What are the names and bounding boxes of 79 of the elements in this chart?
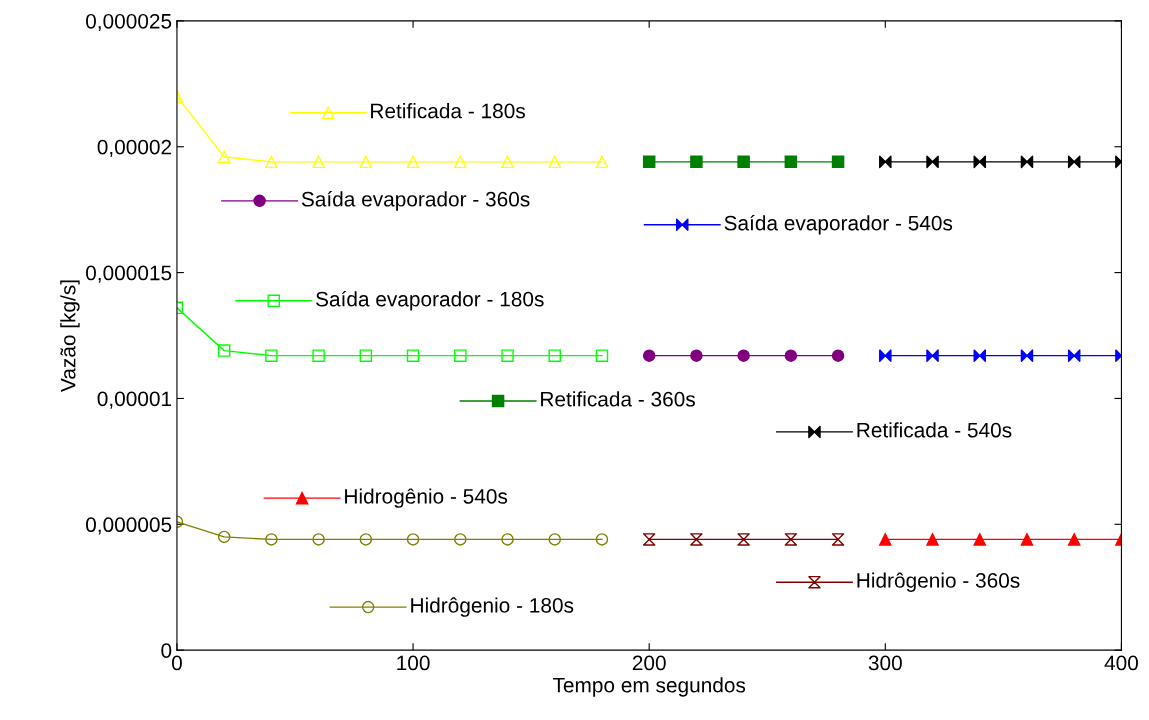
point <box>454 349 467 362</box>
point <box>1020 533 1034 546</box>
point <box>831 533 845 546</box>
point <box>1067 533 1081 546</box>
point <box>737 155 750 169</box>
point <box>265 533 278 546</box>
legend-label: Retificada - 540s <box>857 422 1012 438</box>
legend-label: Saída evaporador - 180s <box>316 290 544 311</box>
point <box>217 530 231 544</box>
point <box>454 533 467 546</box>
point <box>784 349 798 362</box>
point <box>642 349 656 362</box>
point <box>973 155 987 169</box>
y-tick-label: 0,00002 <box>97 139 172 157</box>
point <box>926 533 939 546</box>
legend-label: Hidrôgenio - 180s <box>411 597 574 617</box>
y-tick-label: 0,000015 <box>86 265 172 283</box>
x-tick-label: 400 <box>1104 655 1138 671</box>
point <box>359 533 373 546</box>
point <box>926 349 939 362</box>
point <box>831 155 845 169</box>
point <box>784 533 798 546</box>
point <box>312 533 325 546</box>
point <box>831 349 845 362</box>
x-axis-title: Tempo em segundos <box>552 677 746 697</box>
point <box>265 155 278 169</box>
point <box>737 533 750 546</box>
point <box>973 349 987 362</box>
point <box>642 533 656 546</box>
point <box>312 349 325 362</box>
point <box>879 155 892 169</box>
point <box>973 533 987 546</box>
y-tick-label: 0,00001 <box>97 391 172 409</box>
point <box>548 349 561 362</box>
point <box>359 349 373 362</box>
point <box>501 155 514 169</box>
point <box>595 533 609 546</box>
y-tick-label: 0,000025 <box>86 13 172 32</box>
x-tick-label: 100 <box>397 655 430 671</box>
point <box>879 533 892 546</box>
point <box>406 533 420 546</box>
point <box>690 533 703 546</box>
point <box>548 155 561 169</box>
point <box>501 533 514 546</box>
point <box>1020 349 1034 362</box>
legend-label: Retificada - 180s <box>371 103 525 119</box>
point <box>595 155 609 169</box>
point <box>501 349 514 362</box>
point <box>265 349 278 362</box>
x-tick-label: 0 <box>171 655 182 671</box>
point <box>1067 155 1081 169</box>
point <box>595 349 609 362</box>
x-tick-label: 200 <box>632 655 666 671</box>
point <box>784 155 798 169</box>
legend-label: Saída evaporador - 360s <box>301 191 530 211</box>
point <box>642 155 656 169</box>
y-axis-title: Vazão [kg/s] <box>60 280 80 392</box>
legend-label: Hidrogênio - 540s <box>345 488 508 508</box>
point <box>548 533 561 546</box>
point <box>737 349 750 362</box>
point <box>879 349 892 362</box>
point <box>406 349 420 362</box>
y-tick-label: 0 <box>161 643 172 658</box>
legend-label: Hidrôgenio - 360s <box>857 572 1020 592</box>
x-tick-label: 300 <box>868 655 902 671</box>
legend-label: Retificada - 360s <box>541 391 695 407</box>
y-tick-label: 0,000005 <box>86 517 172 535</box>
point <box>1067 349 1081 362</box>
point <box>690 155 703 169</box>
point <box>217 344 231 357</box>
point <box>690 349 703 362</box>
point <box>1020 155 1034 169</box>
point <box>454 155 467 169</box>
point <box>406 155 420 169</box>
point <box>359 155 373 169</box>
point <box>217 150 231 164</box>
point <box>926 155 939 169</box>
legend-label: Saída evaporador - 540s <box>724 214 953 235</box>
point <box>312 155 325 169</box>
